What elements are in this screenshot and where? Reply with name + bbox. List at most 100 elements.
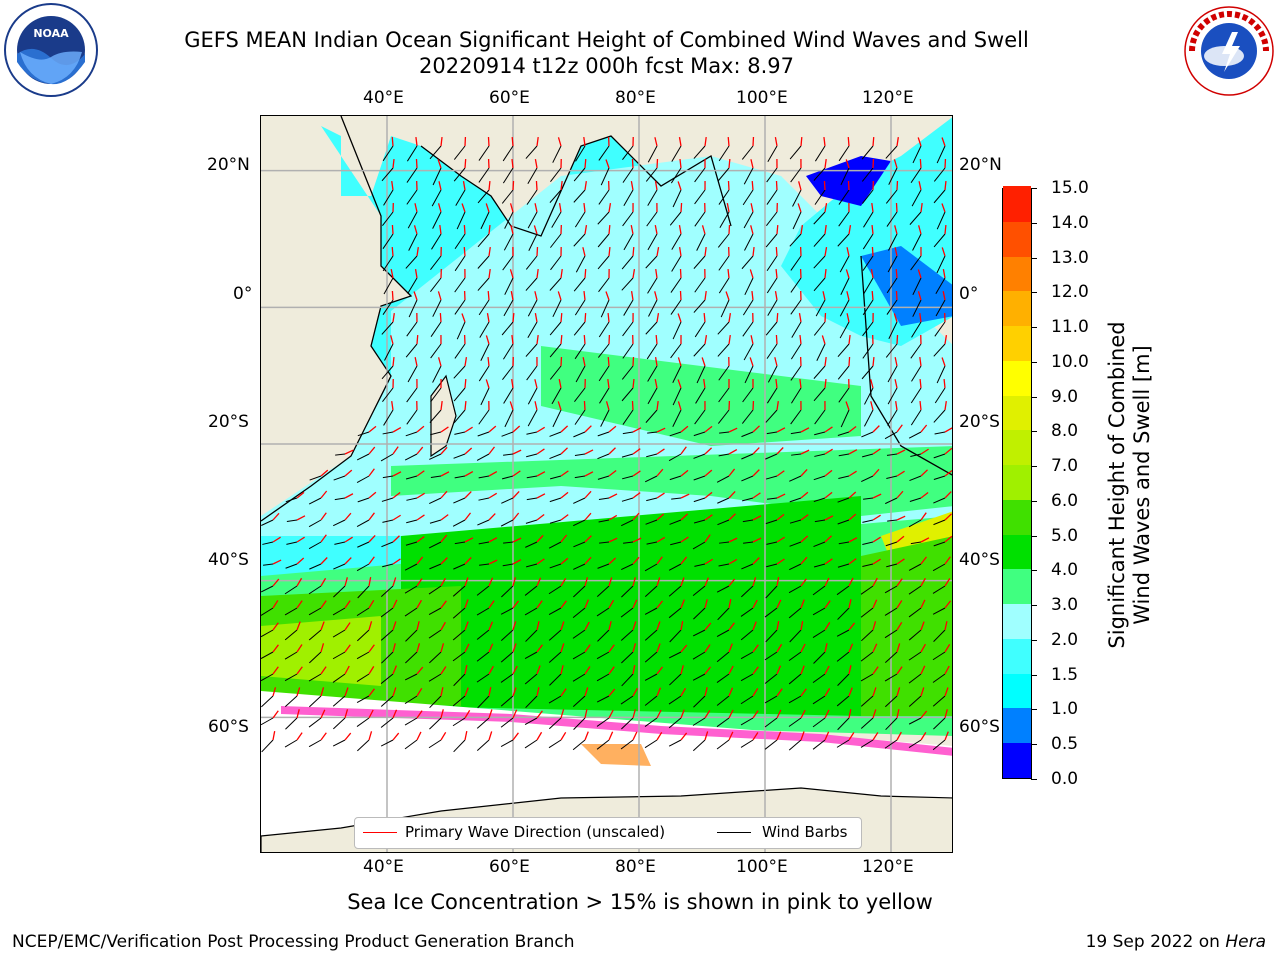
wave-direction-arrow <box>368 709 374 719</box>
wave-direction-arrow <box>440 557 448 565</box>
wave-direction-arrow <box>584 666 591 675</box>
wave-direction-arrow <box>583 136 586 147</box>
wind-barb <box>525 145 538 159</box>
wind-barb <box>767 145 778 162</box>
wave-direction-arrow <box>582 357 586 367</box>
wind-barb <box>572 629 586 639</box>
wind-barb <box>404 717 418 726</box>
wave-direction-arrow <box>799 378 802 389</box>
wave-direction-arrow <box>821 335 826 345</box>
wave-direction-arrow <box>752 666 759 675</box>
colorbar-segment <box>1003 464 1031 500</box>
wind-barb <box>453 409 466 424</box>
wave-direction-arrow <box>894 379 898 389</box>
wave-direction-arrow <box>440 666 447 675</box>
wind-barb <box>910 541 922 545</box>
wave-direction-arrow <box>941 203 946 213</box>
wave-direction-arrow <box>536 268 539 279</box>
wave-direction-arrow <box>752 515 762 521</box>
colorbar-segment <box>1003 638 1031 674</box>
colorbar-tick-label: 15.0 <box>1051 178 1089 198</box>
wave-direction-arrow <box>416 666 424 675</box>
wave-direction-arrow <box>440 709 444 719</box>
wind-barb <box>526 563 538 568</box>
wind-barb <box>623 299 634 316</box>
wave-direction-arrow <box>416 492 425 499</box>
wind-barb <box>912 233 922 251</box>
wave-direction-arrow <box>800 136 803 147</box>
wave-direction-arrow <box>511 379 514 389</box>
wind-barb <box>790 365 802 381</box>
wave-direction-arrow <box>942 291 946 301</box>
wave-direction-arrow <box>704 644 711 653</box>
wind-barb <box>598 365 610 382</box>
wave-direction-arrow <box>944 447 952 455</box>
wind-barb <box>453 739 466 753</box>
wind-barb <box>908 695 922 707</box>
wave-direction-arrow <box>607 378 610 389</box>
wind-barb <box>861 431 874 438</box>
wave-direction-arrow <box>656 666 663 675</box>
wave-direction-arrow <box>824 665 830 675</box>
wind-barb <box>696 365 706 384</box>
wind-barb <box>285 717 298 730</box>
wind-barb <box>309 651 322 664</box>
wind-barb <box>837 673 850 686</box>
wind-barb <box>573 497 586 504</box>
wave-direction-arrow <box>488 246 491 257</box>
wind-barb <box>476 673 490 683</box>
wave-direction-arrow <box>608 688 616 697</box>
wave-direction-arrow <box>560 268 563 279</box>
wave-direction-arrow <box>560 709 565 719</box>
colorbar-tick-label: 9.0 <box>1051 386 1079 407</box>
wave-direction-arrow <box>944 180 947 191</box>
wind-barb <box>837 343 850 358</box>
wind-barb <box>644 717 658 727</box>
wind-barb <box>405 651 418 664</box>
wave-direction-arrow <box>680 446 687 455</box>
wind-barb <box>886 277 898 294</box>
wave-direction-arrow <box>824 426 833 433</box>
wind-barb <box>333 519 346 527</box>
wave-direction-arrow <box>488 665 494 675</box>
wave-direction-arrow <box>344 493 354 499</box>
wind-barb <box>573 277 586 292</box>
wind-barb <box>812 695 826 705</box>
wind-barb <box>694 563 706 567</box>
wind-barb <box>574 343 586 360</box>
wave-direction-arrow <box>391 401 394 411</box>
lat-label-left-60s: 60°S <box>208 717 249 737</box>
wind-barb <box>382 387 394 402</box>
wave-direction-arrow <box>534 313 538 323</box>
wave-direction-arrow <box>534 291 538 301</box>
wave-direction-arrow <box>536 514 545 521</box>
wind-barb <box>476 453 490 461</box>
wave-direction-arrow <box>776 621 780 631</box>
wind-barb <box>766 167 778 183</box>
wind-barb <box>861 145 874 160</box>
wind-barb <box>455 189 466 206</box>
wave-direction-arrow <box>536 448 545 455</box>
wave-direction-arrow <box>800 599 805 609</box>
wind-barb <box>548 651 562 663</box>
wind-barb <box>334 541 346 545</box>
wind-barb <box>524 673 538 685</box>
wind-barb <box>836 585 850 596</box>
wind-barb <box>837 497 850 503</box>
wind-barb <box>645 519 658 525</box>
colorbar-tick-label: 7.0 <box>1051 456 1079 477</box>
wave-direction-arrow <box>416 710 423 719</box>
wind-barb <box>500 607 514 615</box>
wave-direction-arrow <box>632 556 640 565</box>
wind-barb <box>549 453 562 460</box>
wind-barb <box>597 233 610 248</box>
wind-barb <box>813 541 826 548</box>
wind-barb <box>717 409 730 424</box>
wave-direction-arrow <box>824 356 827 367</box>
wind-barb <box>429 717 442 730</box>
wind-barb <box>573 541 586 548</box>
wave-direction-arrow <box>560 665 564 675</box>
wind-barb <box>790 299 802 315</box>
wind-barb <box>672 365 682 383</box>
wave-direction-arrow <box>464 447 473 455</box>
